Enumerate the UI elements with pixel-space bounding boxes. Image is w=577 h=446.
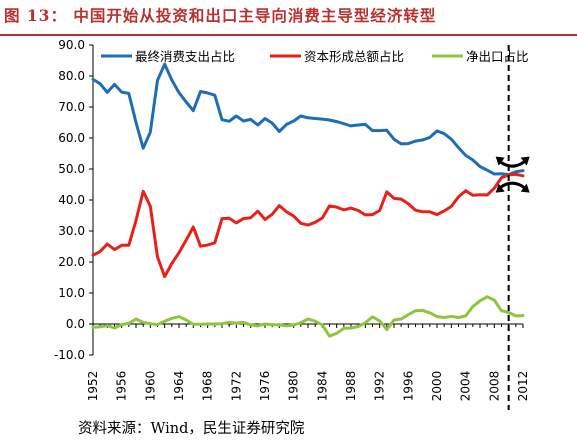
y-tick-label: 10.0 xyxy=(58,286,85,300)
y-tick-label: -10.0 xyxy=(54,348,85,362)
x-tick-label: 1996 xyxy=(401,371,415,402)
x-tick-label: 1960 xyxy=(143,371,157,402)
y-tick-label: 90.0 xyxy=(58,38,85,52)
figure-title-bar: 图 13： 中国开始从投资和出口主导向消费主导型经济转型 xyxy=(0,0,577,36)
x-tick-label: 1984 xyxy=(315,371,329,402)
x-tick-label: 1980 xyxy=(287,371,301,402)
y-tick-label: 50.0 xyxy=(58,162,85,176)
y-tick-label: 70.0 xyxy=(58,100,85,114)
x-tick-label: 1956 xyxy=(115,371,129,402)
figure-source: 资料来源：Wind，民生证券研究院 xyxy=(78,421,305,437)
series-line-1 xyxy=(91,172,525,279)
y-tick-label: 60.0 xyxy=(58,131,85,145)
legend-label-2: 净出口占比 xyxy=(466,49,529,64)
x-tick-label: 2008 xyxy=(487,371,501,402)
x-tick-label: 2000 xyxy=(430,371,444,402)
legend-label-0: 最终消费支出占比 xyxy=(135,49,235,64)
crossing-arrows-icon xyxy=(495,156,530,193)
x-axis: 1952 1956 1960 1964 1968 1972 1976 1980 1984 1988… xyxy=(86,323,530,402)
y-tick-label: 0.0 xyxy=(66,317,85,331)
series-layer xyxy=(91,62,525,338)
x-tick-label: 2004 xyxy=(459,371,473,402)
figure-title: 图 13： 中国开始从投资和出口主导向消费主导型经济转型 xyxy=(4,6,437,25)
x-tick-label: 1964 xyxy=(172,371,186,402)
x-tick-label: 1992 xyxy=(373,371,387,402)
y-tick-label: 40.0 xyxy=(58,193,85,207)
x-tick-label: 1952 xyxy=(86,371,100,402)
legend: 最终消费支出占比 资本形成总额占比 净出口占比 xyxy=(101,49,529,64)
x-tick-label: 1976 xyxy=(258,371,272,402)
y-tick-label: 80.0 xyxy=(58,69,85,83)
x-tick-label: 2012 xyxy=(516,371,530,402)
annotation-layer xyxy=(495,45,530,410)
series-line-0 xyxy=(91,62,525,177)
x-tick-label: 1988 xyxy=(344,371,358,402)
y-tick-label: 30.0 xyxy=(58,224,85,238)
y-axis: 90.0 80.0 70.0 60.0 50.0 40.0 30.0 20.0 10.0 0.0 -… xyxy=(54,38,94,362)
x-tick-label: 1968 xyxy=(201,371,215,402)
legend-label-1: 资本形成总额占比 xyxy=(304,49,404,64)
x-tick-label: 1972 xyxy=(229,371,243,402)
y-tick-label: 20.0 xyxy=(58,255,85,269)
series-line-2 xyxy=(91,295,525,338)
